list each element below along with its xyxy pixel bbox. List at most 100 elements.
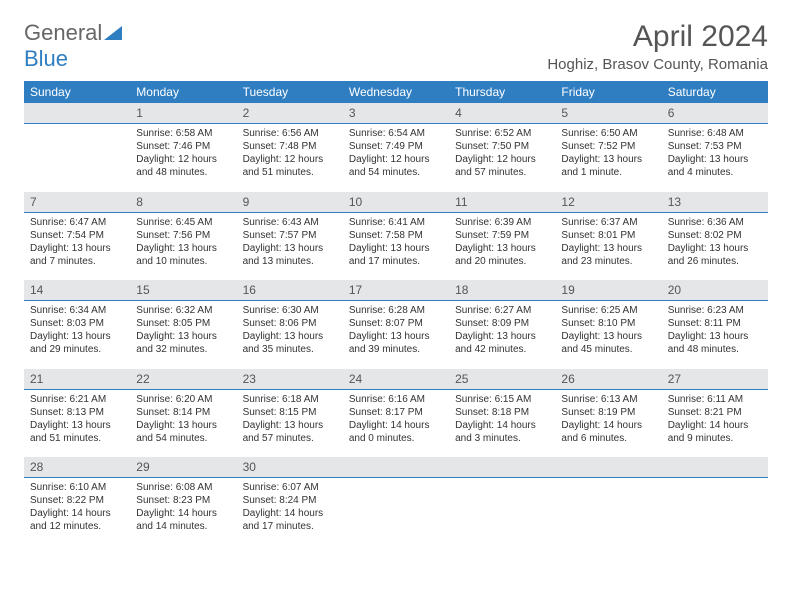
logo-word1: General xyxy=(24,20,102,45)
day-number-cell xyxy=(24,103,130,124)
day-content-cell: Sunrise: 6:25 AMSunset: 8:10 PMDaylight:… xyxy=(555,301,661,369)
sunset-line: Sunset: 8:05 PM xyxy=(136,317,230,330)
day-number-cell: 14 xyxy=(24,280,130,301)
day-header: Wednesday xyxy=(343,81,449,103)
day-content-cell: Sunrise: 6:23 AMSunset: 8:11 PMDaylight:… xyxy=(662,301,768,369)
sunset-line: Sunset: 8:02 PM xyxy=(668,229,762,242)
daylight-line2: and 57 minutes. xyxy=(455,166,549,179)
sunrise-line: Sunrise: 6:48 AM xyxy=(668,127,762,140)
sunset-line: Sunset: 8:09 PM xyxy=(455,317,549,330)
day-content-cell: Sunrise: 6:21 AMSunset: 8:13 PMDaylight:… xyxy=(24,389,130,457)
day-content-cell: Sunrise: 6:30 AMSunset: 8:06 PMDaylight:… xyxy=(237,301,343,369)
day-header: Thursday xyxy=(449,81,555,103)
daylight-line2: and 1 minute. xyxy=(561,166,655,179)
daylight-line1: Daylight: 14 hours xyxy=(455,419,549,432)
location: Hoghiz, Brasov County, Romania xyxy=(547,56,768,73)
daylight-line1: Daylight: 12 hours xyxy=(349,153,443,166)
daylight-line1: Daylight: 12 hours xyxy=(136,153,230,166)
day-number-cell: 28 xyxy=(24,457,130,478)
sunset-line: Sunset: 8:18 PM xyxy=(455,406,549,419)
day-content-cell: Sunrise: 6:50 AMSunset: 7:52 PMDaylight:… xyxy=(555,124,661,192)
sunrise-line: Sunrise: 6:21 AM xyxy=(30,393,124,406)
day-content-cell: Sunrise: 6:58 AMSunset: 7:46 PMDaylight:… xyxy=(130,124,236,192)
sunrise-line: Sunrise: 6:07 AM xyxy=(243,481,337,494)
daylight-line1: Daylight: 13 hours xyxy=(668,153,762,166)
daylight-line1: Daylight: 14 hours xyxy=(668,419,762,432)
daylight-line2: and 6 minutes. xyxy=(561,432,655,445)
daylight-line2: and 54 minutes. xyxy=(349,166,443,179)
sunrise-line: Sunrise: 6:13 AM xyxy=(561,393,655,406)
sunset-line: Sunset: 7:54 PM xyxy=(30,229,124,242)
day-number-cell: 18 xyxy=(449,280,555,301)
day-header: Tuesday xyxy=(237,81,343,103)
daylight-line2: and 14 minutes. xyxy=(136,520,230,533)
sunset-line: Sunset: 8:19 PM xyxy=(561,406,655,419)
day-number-cell: 30 xyxy=(237,457,343,478)
daynum-row: 123456 xyxy=(24,103,768,124)
sunrise-line: Sunrise: 6:18 AM xyxy=(243,393,337,406)
day-number-cell: 17 xyxy=(343,280,449,301)
daylight-line2: and 29 minutes. xyxy=(30,343,124,356)
sunset-line: Sunset: 7:57 PM xyxy=(243,229,337,242)
day-content-cell: Sunrise: 6:47 AMSunset: 7:54 PMDaylight:… xyxy=(24,212,130,280)
daylight-line2: and 0 minutes. xyxy=(349,432,443,445)
daylight-line2: and 51 minutes. xyxy=(30,432,124,445)
daylight-line1: Daylight: 13 hours xyxy=(136,330,230,343)
day-content-cell: Sunrise: 6:39 AMSunset: 7:59 PMDaylight:… xyxy=(449,212,555,280)
day-content-cell: Sunrise: 6:45 AMSunset: 7:56 PMDaylight:… xyxy=(130,212,236,280)
day-content-cell: Sunrise: 6:28 AMSunset: 8:07 PMDaylight:… xyxy=(343,301,449,369)
day-number-cell xyxy=(449,457,555,478)
day-number-cell: 7 xyxy=(24,192,130,213)
sunrise-line: Sunrise: 6:52 AM xyxy=(455,127,549,140)
daylight-line1: Daylight: 13 hours xyxy=(30,330,124,343)
sunrise-line: Sunrise: 6:58 AM xyxy=(136,127,230,140)
sunrise-line: Sunrise: 6:23 AM xyxy=(668,304,762,317)
sunset-line: Sunset: 8:17 PM xyxy=(349,406,443,419)
day-number-cell: 1 xyxy=(130,103,236,124)
sunrise-line: Sunrise: 6:20 AM xyxy=(136,393,230,406)
header: General Blue April 2024 Hoghiz, Brasov C… xyxy=(24,20,768,73)
daynum-row: 21222324252627 xyxy=(24,369,768,390)
daylight-line2: and 39 minutes. xyxy=(349,343,443,356)
day-number-cell: 29 xyxy=(130,457,236,478)
content-row: Sunrise: 6:21 AMSunset: 8:13 PMDaylight:… xyxy=(24,389,768,457)
day-number-cell xyxy=(343,457,449,478)
sunset-line: Sunset: 8:23 PM xyxy=(136,494,230,507)
day-content-cell: Sunrise: 6:10 AMSunset: 8:22 PMDaylight:… xyxy=(24,478,130,546)
sunset-line: Sunset: 8:06 PM xyxy=(243,317,337,330)
daylight-line2: and 9 minutes. xyxy=(668,432,762,445)
day-number-cell: 6 xyxy=(662,103,768,124)
day-number-cell: 24 xyxy=(343,369,449,390)
day-content-cell: Sunrise: 6:37 AMSunset: 8:01 PMDaylight:… xyxy=(555,212,661,280)
day-header: Monday xyxy=(130,81,236,103)
daylight-line1: Daylight: 13 hours xyxy=(561,153,655,166)
daylight-line2: and 54 minutes. xyxy=(136,432,230,445)
day-content-cell: Sunrise: 6:20 AMSunset: 8:14 PMDaylight:… xyxy=(130,389,236,457)
day-content-cell: Sunrise: 6:16 AMSunset: 8:17 PMDaylight:… xyxy=(343,389,449,457)
daylight-line1: Daylight: 13 hours xyxy=(349,242,443,255)
day-content-cell: Sunrise: 6:56 AMSunset: 7:48 PMDaylight:… xyxy=(237,124,343,192)
day-content-cell: Sunrise: 6:36 AMSunset: 8:02 PMDaylight:… xyxy=(662,212,768,280)
sunset-line: Sunset: 7:56 PM xyxy=(136,229,230,242)
day-content-cell: Sunrise: 6:11 AMSunset: 8:21 PMDaylight:… xyxy=(662,389,768,457)
sunrise-line: Sunrise: 6:27 AM xyxy=(455,304,549,317)
sunset-line: Sunset: 7:50 PM xyxy=(455,140,549,153)
day-number-cell: 12 xyxy=(555,192,661,213)
sunset-line: Sunset: 8:11 PM xyxy=(668,317,762,330)
sunset-line: Sunset: 7:52 PM xyxy=(561,140,655,153)
sunset-line: Sunset: 8:03 PM xyxy=(30,317,124,330)
daylight-line1: Daylight: 14 hours xyxy=(136,507,230,520)
content-row: Sunrise: 6:10 AMSunset: 8:22 PMDaylight:… xyxy=(24,478,768,546)
day-number-cell: 23 xyxy=(237,369,343,390)
day-content-cell: Sunrise: 6:34 AMSunset: 8:03 PMDaylight:… xyxy=(24,301,130,369)
calendar-header: SundayMondayTuesdayWednesdayThursdayFrid… xyxy=(24,81,768,103)
day-content-cell: Sunrise: 6:52 AMSunset: 7:50 PMDaylight:… xyxy=(449,124,555,192)
sunset-line: Sunset: 8:21 PM xyxy=(668,406,762,419)
daylight-line1: Daylight: 13 hours xyxy=(561,330,655,343)
day-content-cell: Sunrise: 6:27 AMSunset: 8:09 PMDaylight:… xyxy=(449,301,555,369)
sunrise-line: Sunrise: 6:50 AM xyxy=(561,127,655,140)
sunrise-line: Sunrise: 6:28 AM xyxy=(349,304,443,317)
sunset-line: Sunset: 8:15 PM xyxy=(243,406,337,419)
day-number-cell: 13 xyxy=(662,192,768,213)
day-number-cell: 21 xyxy=(24,369,130,390)
